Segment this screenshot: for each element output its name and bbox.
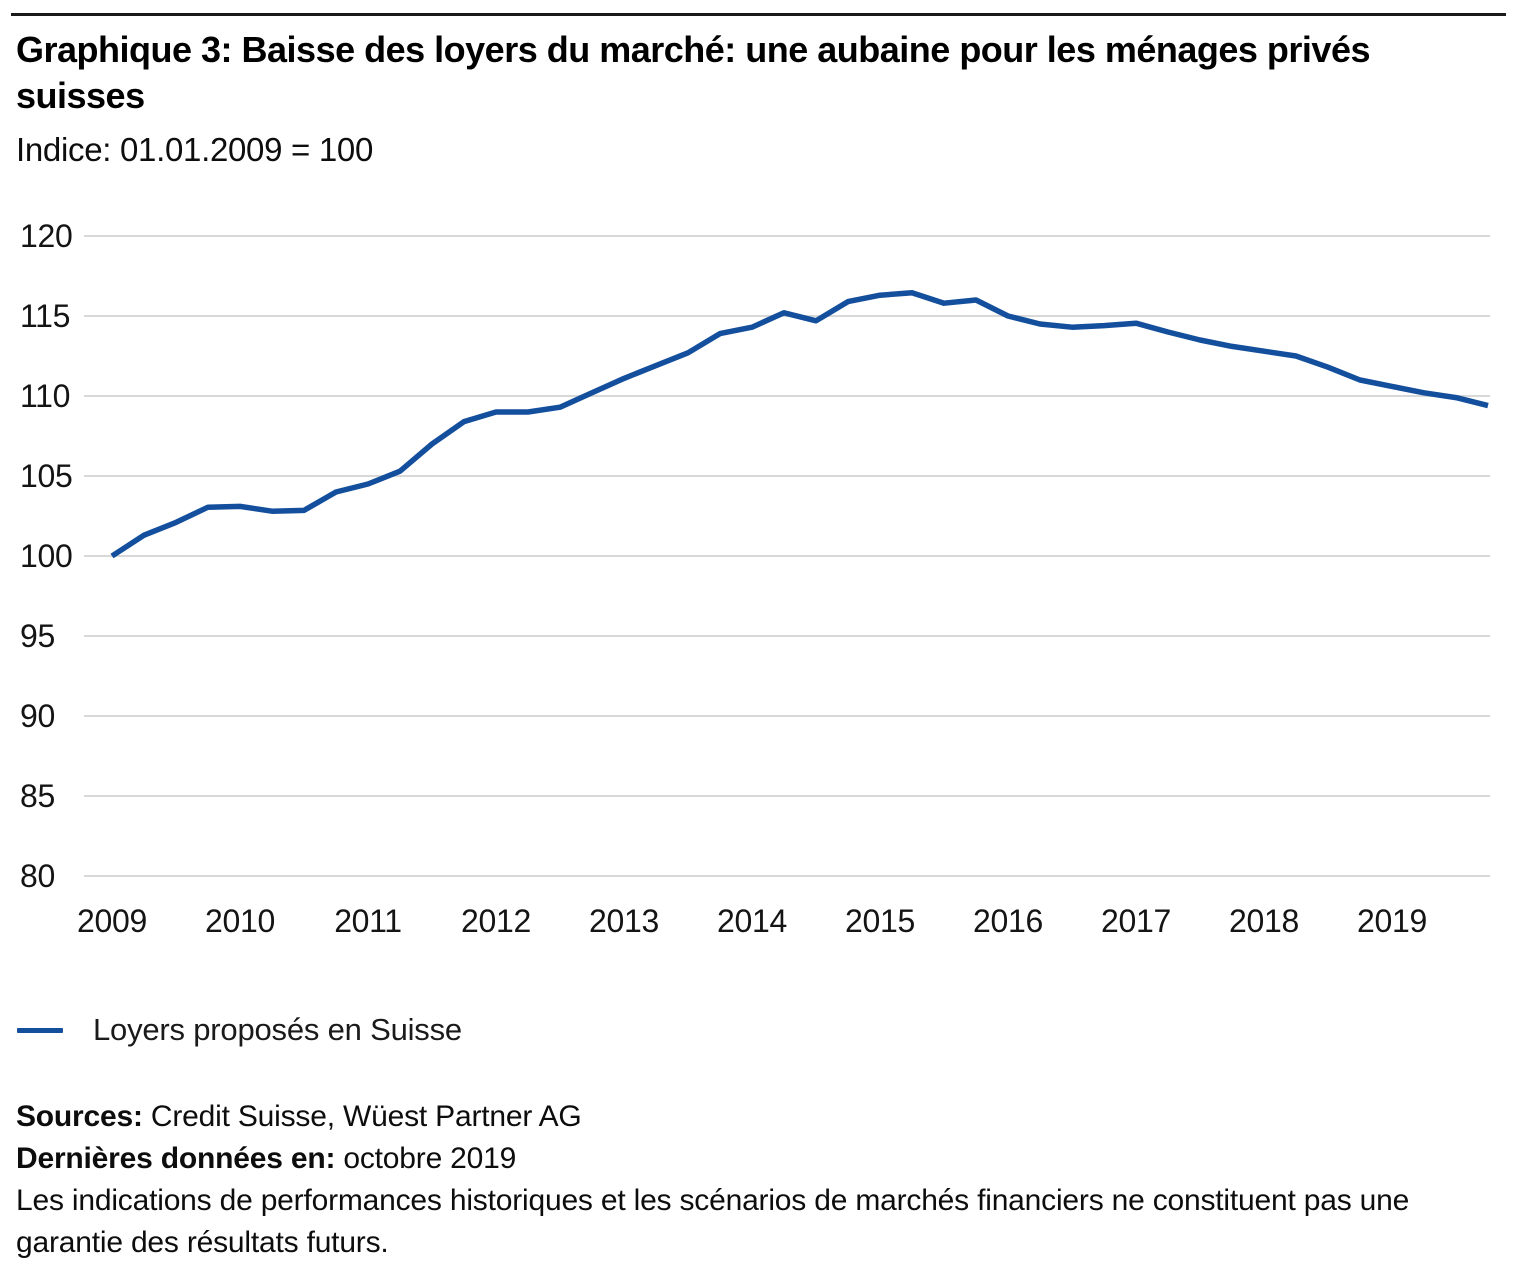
x-tick-label-2017: 2017 <box>1101 903 1171 939</box>
chart-subtitle: Indice: 01.01.2009 = 100 <box>16 131 374 168</box>
sources-label: Sources: <box>16 1100 143 1133</box>
legend-label: Loyers proposés en Suisse <box>93 1012 462 1047</box>
y-tick-label-95: 95 <box>20 618 55 654</box>
y-tick-label-110: 110 <box>20 378 70 414</box>
sources-line: Sources: Credit Suisse, Wüest Partner AG <box>16 1096 1500 1138</box>
y-tick-label-85: 85 <box>20 778 55 814</box>
y-tick-label-90: 90 <box>20 698 55 734</box>
x-tick-label-2019: 2019 <box>1357 903 1427 939</box>
x-tick-label-2013: 2013 <box>589 903 659 939</box>
disclaimer-text: Les indications de performances historiq… <box>16 1184 1410 1259</box>
x-tick-label-2016: 2016 <box>973 903 1043 939</box>
chart-title: Graphique 3: Baisse des loyers du marché… <box>16 29 1371 116</box>
x-tick-label-2014: 2014 <box>717 903 787 939</box>
legend: Loyers proposés en Suisse <box>17 1008 462 1052</box>
y-tick-label-120: 120 <box>20 218 73 254</box>
x-tick-label-2018: 2018 <box>1229 903 1299 939</box>
x-tick-label-2009: 2009 <box>77 903 147 939</box>
sources-value: Credit Suisse, Wüest Partner AG <box>142 1100 582 1133</box>
x-tick-label-2011: 2011 <box>334 903 402 939</box>
last-data-line: Dernières données en: octobre 2019 <box>16 1138 1500 1180</box>
top-rule <box>11 13 1506 16</box>
series-line-0 <box>110 290 1489 559</box>
last-data-value: octobre 2019 <box>335 1142 517 1175</box>
y-tick-label-80: 80 <box>20 858 55 894</box>
y-tick-label-105: 105 <box>20 458 73 494</box>
legend-line-swatch <box>17 1027 63 1033</box>
y-tick-label-115: 115 <box>20 298 70 334</box>
last-data-label: Dernières données en: <box>16 1142 336 1175</box>
footer: Sources: Credit Suisse, Wüest Partner AG… <box>16 1096 1500 1264</box>
x-tick-label-2010: 2010 <box>205 903 275 939</box>
x-tick-label-2012: 2012 <box>461 903 531 939</box>
line-chart: 80 85 90 95 100 105 110 115 120 2009 2010 2011 2012 2… <box>20 218 1490 939</box>
y-tick-label-100: 100 <box>20 538 73 574</box>
x-tick-label-2015: 2015 <box>845 903 915 939</box>
